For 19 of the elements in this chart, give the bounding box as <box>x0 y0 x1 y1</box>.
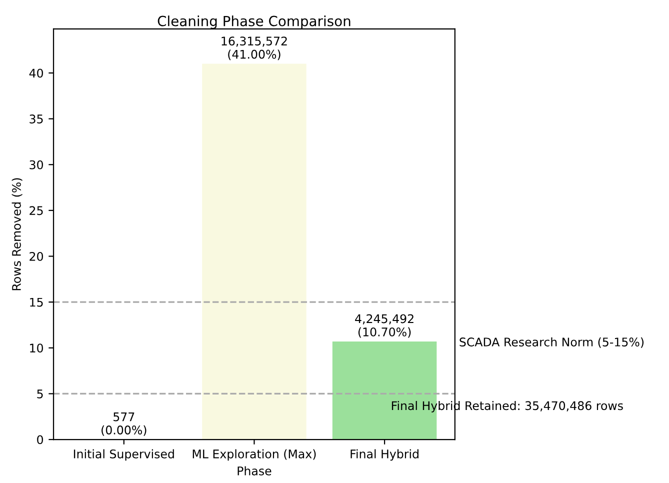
x-tick-label: Initial Supervised <box>74 449 174 461</box>
y-tick-label: 30 <box>30 160 44 170</box>
data-label: 4,245,492 (10.70%) <box>355 314 414 338</box>
y-tick-label: 40 <box>29 68 44 78</box>
y-tick-label: 20 <box>30 252 44 261</box>
data-label: 577 (0.00%) <box>102 412 146 436</box>
y-tick-label: 15 <box>30 298 43 307</box>
y-tick-label: 0 <box>37 435 44 444</box>
x-tick-label: ML Exploration (Max) <box>192 449 316 461</box>
x-axis-title: Phase <box>238 466 272 476</box>
y-axis-title: Rows Removed (%) <box>12 178 22 290</box>
y-tick-label: 5 <box>37 390 43 398</box>
y-tick-label: 35 <box>30 114 43 124</box>
chart-title: Cleaning Phase Comparison <box>158 16 350 29</box>
data-label: 16,315,572 (41.00%) <box>222 36 287 60</box>
y-tick-label: 10 <box>30 344 44 353</box>
text: SCADA Research Norm (5-15%) <box>460 337 644 348</box>
y-tick-label: 25 <box>30 206 43 216</box>
x-tick-label: Final Hybrid <box>350 449 418 461</box>
